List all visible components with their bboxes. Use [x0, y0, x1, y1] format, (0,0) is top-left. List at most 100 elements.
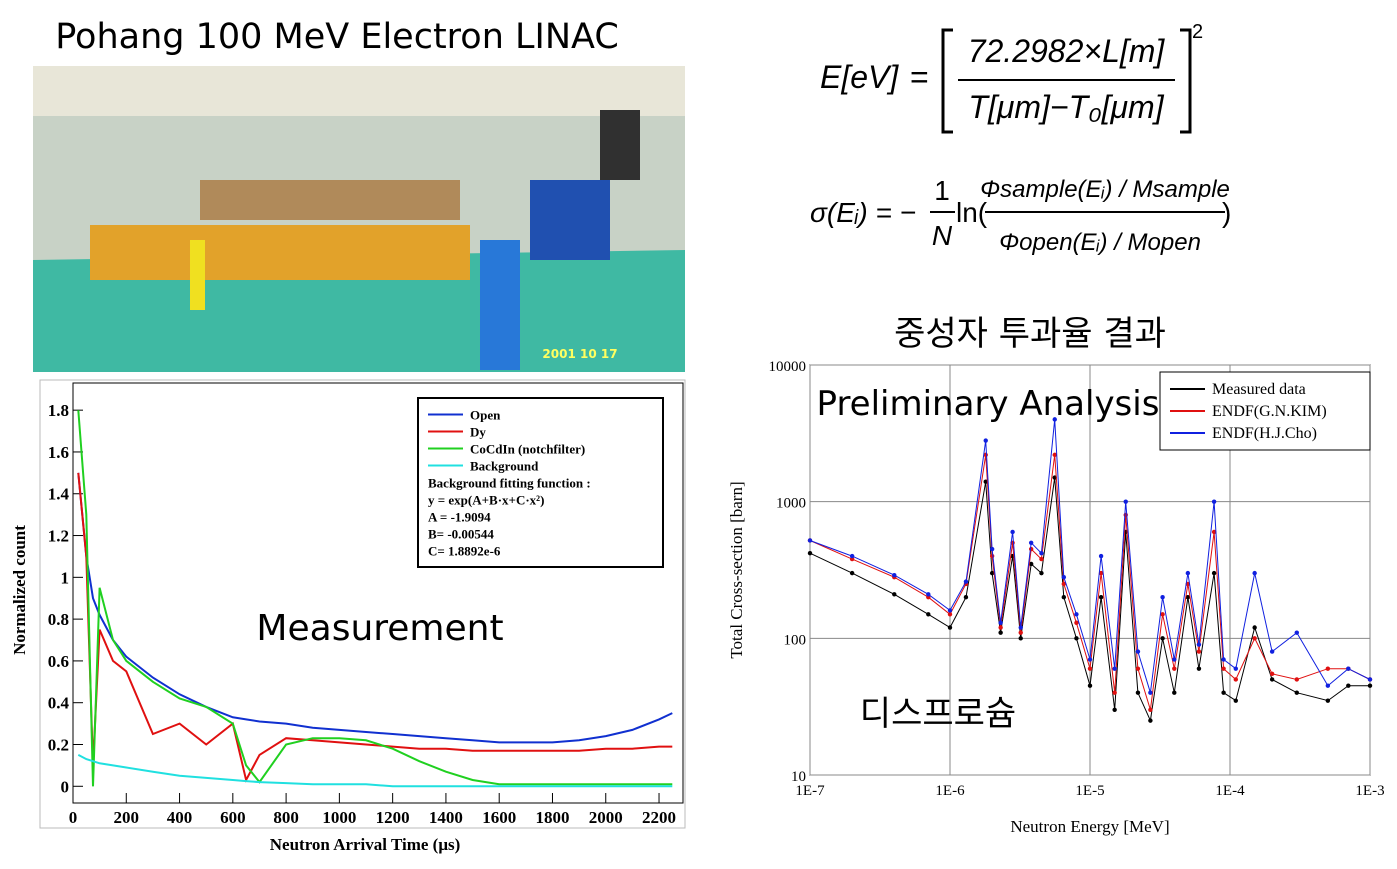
- legend-box: [417, 397, 664, 568]
- data-point: [1160, 636, 1165, 641]
- y-axis-label: Total Cross-section [barn]: [727, 481, 746, 658]
- data-point: [1074, 620, 1079, 625]
- data-point: [1028, 546, 1034, 552]
- data-point: [947, 625, 953, 630]
- x-tick-label: 400: [167, 808, 193, 827]
- data-point: [1185, 594, 1191, 600]
- data-point: [1018, 636, 1023, 641]
- formula-power: 2: [1192, 21, 1203, 43]
- data-point: [1135, 666, 1141, 671]
- y-tick-label: 1.2: [48, 527, 69, 546]
- data-point: [1367, 677, 1373, 682]
- data-point: [1172, 666, 1177, 671]
- formula-sigma: σ(Eᵢ) = − 1 N ln( Φsample(Eᵢ) / Msample …: [810, 175, 1231, 256]
- data-point: [1252, 625, 1257, 630]
- x-tick-label: 0: [69, 808, 78, 827]
- data-point: [892, 572, 897, 578]
- data-point: [1087, 657, 1093, 662]
- series-line: [77, 472, 673, 744]
- formula-denominator: Φopen(Eᵢ) / Mopen: [999, 229, 1201, 256]
- legend-label: Background: [470, 459, 539, 474]
- chart-title: 중성자 투과율 결과: [894, 314, 1166, 354]
- y-tick-label: 0.4: [48, 694, 70, 713]
- y-tick-label: 1.4: [48, 485, 70, 504]
- data-point: [1052, 417, 1057, 422]
- data-point: [1294, 690, 1299, 695]
- data-point: [1172, 657, 1177, 662]
- data-point: [998, 630, 1003, 635]
- data-point: [947, 608, 953, 613]
- data-point: [1233, 666, 1238, 671]
- x-tick-label: 1E-6: [935, 783, 965, 799]
- legend-label: CoCdIn (notchfilter): [470, 442, 585, 457]
- data-point: [1052, 452, 1057, 458]
- x-axis-label: Neutron Energy [MeV]: [1010, 817, 1169, 836]
- data-point: [947, 612, 953, 617]
- data-point: [1018, 630, 1023, 635]
- data-point: [1325, 666, 1331, 671]
- formula-energy: E[eV] = 72.2982×L[m] T[μm]−T₀[μm] 2: [820, 21, 1203, 134]
- data-point: [1294, 677, 1299, 682]
- x-tick-label: 1E-4: [1215, 783, 1245, 799]
- y-axis-label: Normalized count: [10, 525, 29, 655]
- data-point: [1148, 690, 1153, 695]
- data-point: [1252, 570, 1257, 576]
- data-point: [1211, 570, 1217, 576]
- legend-label: Dy: [470, 425, 486, 440]
- x-tick-label: 200: [114, 808, 140, 827]
- formula-lhs: E[eV]: [820, 59, 899, 95]
- data-point: [1018, 625, 1023, 630]
- data-point: [1039, 570, 1044, 576]
- x-tick-label: 1E-5: [1075, 783, 1104, 799]
- legend-note: y = exp(A+B·x+C·x²): [428, 493, 544, 508]
- chart: 1E-7 1E-6 1E-5 1E-4 1E-3 10 100 1000 10000 중성자 투과…: [727, 314, 1385, 836]
- data-point: [1028, 561, 1034, 567]
- x-tick-label: 1E-7: [795, 783, 825, 799]
- photo-date: 2001 10 17: [542, 347, 617, 361]
- data-point: [1112, 690, 1117, 695]
- series-line: [77, 754, 673, 788]
- x-tick-label: 1000: [322, 808, 356, 827]
- data-point: [1172, 690, 1177, 695]
- data-point: [1233, 677, 1238, 682]
- x-axis-label: Neutron Arrival Time (μs): [270, 835, 461, 854]
- data-point: [1252, 636, 1257, 641]
- data-point: [1098, 553, 1104, 559]
- formula-numerator: Φsample(Eᵢ) / Msample: [980, 176, 1230, 203]
- y-tick-label: 1000: [776, 496, 806, 512]
- x-tick-label: 600: [220, 808, 246, 827]
- legend-label: Measured data: [1212, 381, 1306, 398]
- data-point: [1196, 642, 1202, 647]
- data-point: [1123, 499, 1128, 504]
- x-tick-label: 1200: [376, 808, 410, 827]
- linac-photo: 2001 10 17: [33, 66, 685, 372]
- data-point: [1112, 707, 1117, 712]
- data-point: [1269, 649, 1275, 654]
- data-point: [1098, 594, 1104, 600]
- formula-den: N: [932, 220, 953, 251]
- data-point: [1098, 570, 1104, 576]
- data-point: [1135, 649, 1141, 654]
- data-point: [983, 438, 988, 443]
- data-point: [849, 570, 855, 576]
- data-point: [849, 553, 855, 559]
- y-tick-label: 10: [791, 769, 806, 785]
- data-point: [989, 553, 995, 559]
- x-tick-label: 1600: [482, 808, 516, 827]
- data-point: [989, 546, 995, 552]
- data-point: [807, 550, 813, 556]
- formula-close: ): [1222, 197, 1231, 228]
- data-point: [1346, 666, 1351, 671]
- data-point: [1221, 666, 1226, 671]
- series-line: [77, 472, 673, 783]
- formula-denominator: T[μm]−T₀[μm]: [968, 89, 1164, 125]
- legend-note: A = -1.9094: [428, 510, 491, 525]
- data-point: [1325, 683, 1331, 688]
- data-point: [1087, 666, 1093, 671]
- data-point: [1112, 666, 1117, 671]
- data-point: [892, 592, 897, 597]
- data-point: [998, 625, 1003, 630]
- x-tick-label: 1E-3: [1355, 783, 1384, 799]
- y-tick-label: 1.6: [48, 443, 69, 462]
- y-tick-label: 0.6: [48, 652, 69, 671]
